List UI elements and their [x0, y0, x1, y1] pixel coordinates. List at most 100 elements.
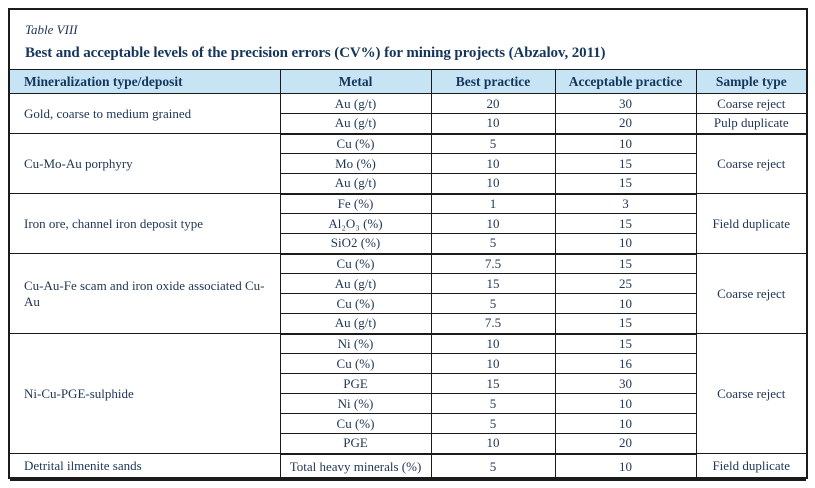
sample-type-cell: Coarse reject: [695, 253, 806, 334]
acceptable-practice-cell: 15: [554, 313, 696, 335]
acceptable-practice-cell: 30: [554, 93, 696, 114]
best-practice-cell: 5: [430, 133, 555, 154]
best-practice-cell: 10: [430, 333, 555, 354]
table-row: PGE 10 20: [10, 433, 806, 455]
column-header-acceptable-practice: Acceptable practice: [554, 69, 696, 94]
acceptable-practice-cell: 15: [554, 253, 696, 274]
metal-cell: Ni (%): [279, 333, 431, 354]
metal-cell: Total heavy minerals (%): [279, 453, 431, 481]
acceptable-practice-cell: 16: [554, 353, 696, 374]
figure-frame: Table VIII Best and acceptable levels of…: [8, 8, 808, 481]
acceptable-practice-cell: 3: [554, 193, 696, 214]
acceptable-practice-cell: 10: [554, 293, 696, 314]
sample-type-cell: Field duplicate: [695, 193, 806, 254]
acceptable-practice-cell: 15: [554, 153, 696, 174]
column-header-sample-type: Sample type: [695, 69, 806, 94]
acceptable-practice-cell: 20: [554, 113, 696, 135]
table-row: Cu (%) 10 16: [10, 353, 806, 374]
acceptable-practice-cell: 10: [554, 413, 696, 434]
deposit-cell: Ni-Cu-PGE-sulphide: [10, 333, 280, 454]
table-row: Au (g/t) 7.5 15: [10, 313, 806, 335]
table-row: Cu (%) 5 10: [10, 293, 806, 314]
best-practice-cell: 10: [430, 173, 555, 195]
metal-cell: Au (g/t): [279, 113, 431, 135]
best-practice-cell: 15: [430, 373, 555, 394]
best-practice-cell: 5: [430, 413, 555, 434]
table-row: Al₂O₃ (%) 10 15: [10, 213, 806, 234]
metal-cell: Cu (%): [279, 353, 431, 374]
metal-cell: PGE: [279, 373, 431, 394]
acceptable-practice-cell: 15: [554, 213, 696, 234]
table-row: Ni-Cu-PGE-sulphide Ni (%) 10 15 Coarse rejec…: [10, 333, 806, 454]
sample-type-cell: Coarse reject: [695, 133, 806, 194]
metal-cell: Cu (%): [279, 293, 431, 314]
table-row: Gold, coarse to medium grained Au (g/t) 20…: [10, 93, 806, 134]
table-row: Au (g/t) 10 15: [10, 173, 806, 195]
table-row: PGE 15 30: [10, 373, 806, 394]
table-row: SiO2 (%) 5 10: [10, 233, 806, 255]
best-practice-cell: 5: [430, 453, 555, 481]
acceptable-practice-cell: 20: [554, 433, 696, 455]
table-header: Mineralization type/deposit Metal Best p…: [10, 69, 806, 94]
best-practice-cell: 5: [430, 393, 555, 414]
column-header-metal: Metal: [279, 69, 431, 94]
metal-cell: Ni (%): [279, 393, 431, 414]
table-title: Best and acceptable levels of the precis…: [25, 45, 606, 61]
table-body: Gold, coarse to medium grained Au (g/t) 20…: [10, 93, 806, 481]
metal-cell: Au (g/t): [279, 273, 431, 294]
table-row: Mo (%) 10 15: [10, 153, 806, 174]
metal-cell: Mo (%): [279, 153, 431, 174]
deposit-cell: Cu-Mo-Au porphyry: [10, 133, 280, 194]
metal-cell: PGE: [279, 433, 431, 455]
best-practice-cell: 5: [430, 293, 555, 314]
best-practice-cell: 7.5: [430, 313, 555, 335]
metal-cell: SiO2 (%): [279, 233, 431, 255]
table-row: Cu-Mo-Au porphyry Cu (%) 5 10 Coarse reject: [10, 133, 806, 194]
sample-type-cell: Field duplicate: [695, 453, 806, 481]
metal-cell: Au (g/t): [279, 93, 431, 114]
best-practice-cell: 5: [430, 233, 555, 255]
best-practice-cell: 10: [430, 433, 555, 455]
column-header-best-practice: Best practice: [430, 69, 555, 94]
acceptable-practice-cell: 10: [554, 453, 696, 481]
acceptable-practice-cell: 25: [554, 273, 696, 294]
best-practice-cell: 7.5: [430, 253, 555, 274]
sample-type-cell: Pulp duplicate: [695, 113, 806, 135]
acceptable-practice-cell: 30: [554, 373, 696, 394]
best-practice-cell: 10: [430, 153, 555, 174]
metal-cell: Cu (%): [279, 253, 431, 274]
table-label: Table VIII: [25, 22, 78, 37]
metal-cell: Au (g/t): [279, 173, 431, 195]
table-row: Cu-Au-Fe scam and iron oxide associated …: [10, 253, 806, 334]
acceptable-practice-cell: 10: [554, 233, 696, 255]
acceptable-practice-cell: 10: [554, 393, 696, 414]
sample-type-cell: Coarse reject: [695, 333, 806, 454]
acceptable-practice-cell: 10: [554, 133, 696, 154]
metal-cell: Cu (%): [279, 413, 431, 434]
best-practice-cell: 10: [430, 353, 555, 374]
metal-cell: Cu (%): [279, 133, 431, 154]
metal-cell: Fe (%): [279, 193, 431, 214]
acceptable-practice-cell: 15: [554, 333, 696, 354]
deposit-cell: Cu-Au-Fe scam and iron oxide associated …: [10, 253, 280, 334]
deposit-cell: Gold, coarse to medium grained: [10, 93, 280, 134]
precision-errors-table: Mineralization type/deposit Metal Best p…: [10, 69, 806, 481]
sample-type-cell: Coarse reject: [695, 93, 806, 114]
metal-cell: Al₂O₃ (%): [279, 213, 431, 234]
acceptable-practice-cell: 15: [554, 173, 696, 195]
table-caption: Table VIII Best and acceptable levels of…: [10, 10, 806, 63]
best-practice-cell: 1: [430, 193, 555, 214]
best-practice-cell: 10: [430, 213, 555, 234]
table-row: Iron ore, channel iron deposit type Fe (%…: [10, 193, 806, 254]
best-practice-cell: 10: [430, 113, 555, 135]
best-practice-cell: 20: [430, 93, 555, 114]
table-row: Au (g/t) 10 20 Pulp duplicate: [10, 113, 806, 135]
table-row: Au (g/t) 15 25: [10, 273, 806, 294]
header-row: Mineralization type/deposit Metal Best p…: [10, 69, 806, 94]
deposit-cell: Iron ore, channel iron deposit type: [10, 193, 280, 254]
table-row: Detrital ilmenite sands Total heavy miner…: [10, 453, 806, 481]
column-header-mineralization: Mineralization type/deposit: [10, 69, 280, 94]
best-practice-cell: 15: [430, 273, 555, 294]
table-row: Ni (%) 5 10: [10, 393, 806, 414]
table-row: Cu (%) 5 10: [10, 413, 806, 434]
